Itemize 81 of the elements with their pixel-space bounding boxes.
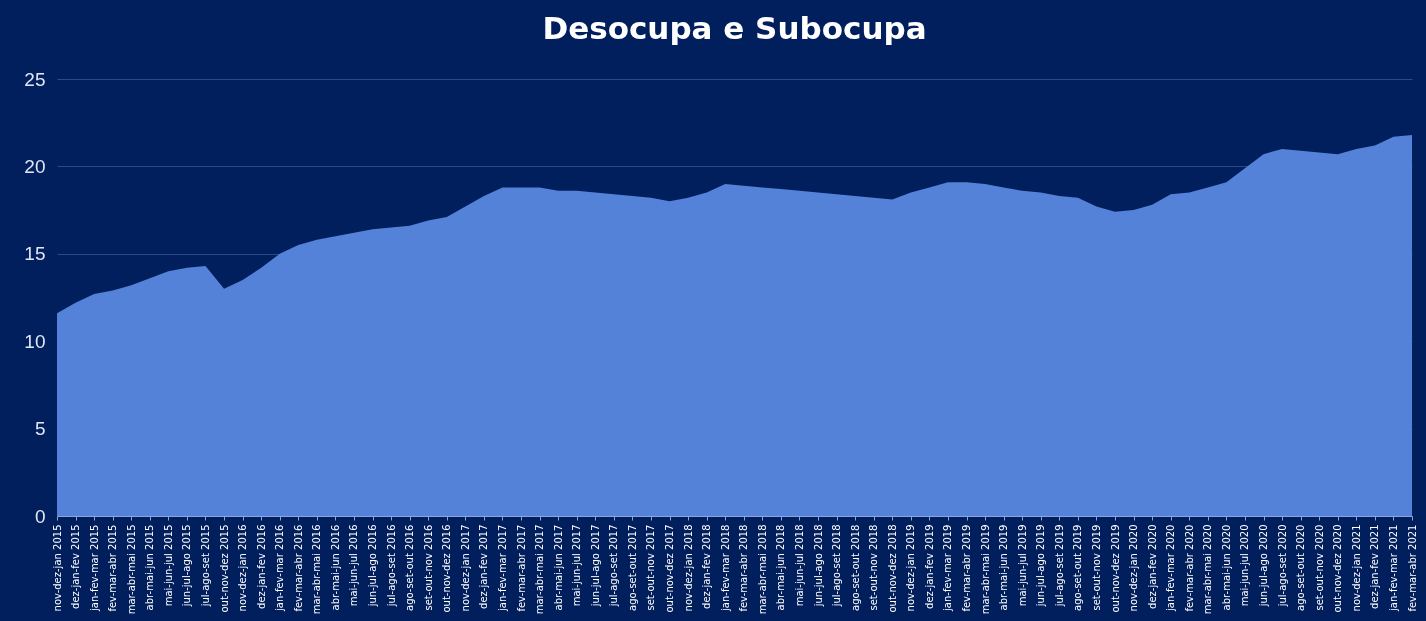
- x-tick-label: ago-set-out 2019: [1072, 524, 1084, 611]
- x-tick-label: jun-jul-ago 2017: [589, 524, 601, 608]
- x-tick-label: dez-jan-fev 2021: [1369, 524, 1381, 609]
- x-tick-label: nov-dez-jan 2020: [1128, 524, 1140, 612]
- x-tick-label: fev-mar-abr 2020: [1183, 524, 1195, 612]
- x-tick-label: nov-dez-jan 2017: [459, 524, 471, 612]
- x-tick-label: out-nov-dez 2015: [218, 524, 230, 613]
- x-tick-label: jan-fev-mar 2018: [719, 524, 731, 612]
- x-tick-label: dez-jan-fev 2018: [701, 524, 713, 609]
- x-tick-label: dez-jan-fev 2017: [478, 524, 490, 609]
- x-tick-label: fev-mar-abr 2018: [738, 524, 750, 612]
- y-tick-label: 10: [24, 330, 46, 352]
- x-tick-label: jul-ago-set 2015: [199, 524, 211, 608]
- x-tick-label: jun-jul-ago 2015: [181, 524, 193, 608]
- x-tick-label: mai-jun-jul 2016: [348, 524, 360, 607]
- x-tick-label: fev-mar-abr 2015: [107, 524, 119, 612]
- x-tick-label: abr-mai-jun 2018: [775, 524, 787, 611]
- x-tick-label: set-out-nov 2020: [1313, 524, 1325, 611]
- x-tick-label: out-nov-dez 2020: [1332, 524, 1344, 613]
- x-tick-label: dez-jan-fev 2016: [255, 524, 267, 609]
- x-tick-label: fev-mar-abr 2019: [961, 524, 973, 612]
- x-tick-label: mar-abr-mai 2017: [534, 524, 546, 615]
- x-tick-label: set-out-nov 2016: [422, 524, 434, 611]
- x-tick-label: ago-set-out 2018: [849, 524, 861, 611]
- x-tick-label: abr-mai-jun 2020: [1220, 524, 1232, 611]
- x-tick-label: jul-ago-set 2019: [1053, 524, 1065, 608]
- x-tick-label: jan-fev-mar 2020: [1165, 524, 1177, 612]
- y-tick-label: 5: [34, 418, 46, 440]
- x-tick-label: nov-dez-jan 2021: [1350, 524, 1362, 612]
- x-tick-label: out-nov-dez 2019: [1109, 524, 1121, 613]
- x-tick-label: ago-set-out 2016: [404, 524, 416, 611]
- x-tick-label: out-nov-dez 2016: [441, 524, 453, 613]
- x-tick-label: fev-mar-abr 2021: [1406, 524, 1418, 612]
- x-tick-label: mar-abr-mai 2019: [979, 524, 991, 615]
- chart-title: Desocupa e Subocupa: [542, 10, 927, 46]
- x-tick-label: fev-mar-abr 2017: [515, 524, 527, 612]
- x-tick-label: fev-mar-abr 2016: [292, 524, 304, 612]
- x-tick-label: jan-fev-mar 2016: [274, 524, 286, 612]
- x-tick-label: nov-dez-jan 2018: [682, 524, 694, 612]
- x-tick-label: out-nov-dez 2017: [664, 524, 676, 613]
- x-tick-label: set-out-nov 2017: [645, 524, 657, 611]
- y-tick-label: 20: [24, 155, 46, 177]
- x-tick-label: jan-fev-mar 2021: [1387, 524, 1399, 612]
- x-tick-label: jun-jul-ago 2019: [1035, 524, 1047, 608]
- x-tick-label: jul-ago-set 2018: [831, 524, 843, 608]
- x-tick-label: out-nov-dez 2018: [886, 524, 898, 613]
- y-tick-label: 0: [34, 505, 46, 527]
- x-tick-label: nov-dez-jan 2019: [905, 524, 917, 612]
- y-tick-label: 15: [24, 243, 46, 265]
- x-tick-label: nov-dez-jan 2016: [237, 524, 249, 612]
- x-tick-label: jun-jul-ago 2018: [812, 524, 824, 608]
- x-tick-label: set-out-nov 2018: [868, 524, 880, 611]
- x-tick-label: jan-fev-mar 2015: [88, 524, 100, 612]
- x-tick-label: dez-jan-fev 2019: [923, 524, 935, 609]
- x-tick-label: jun-jul-ago 2016: [367, 524, 379, 608]
- x-tick-label: mai-jun-jul 2020: [1239, 524, 1251, 607]
- x-tick-label: abr-mai-jun 2017: [552, 524, 564, 611]
- x-tick-label: ago-set-out 2020: [1295, 524, 1307, 611]
- x-tick-label: set-out-nov 2019: [1090, 524, 1102, 611]
- x-tick-label: mai-jun-jul 2015: [162, 524, 174, 607]
- x-tick-label: mai-jun-jul 2018: [793, 524, 805, 607]
- x-tick-label: abr-mai-jun 2019: [998, 524, 1010, 611]
- x-tick-label: dez-jan-fev 2020: [1146, 524, 1158, 609]
- x-tick-label: jun-jul-ago 2020: [1258, 524, 1270, 608]
- x-tick-label: mar-abr-mai 2015: [125, 524, 137, 615]
- x-tick-label: mar-abr-mai 2018: [756, 524, 768, 615]
- x-tick-label: dez-jan-fev 2015: [70, 524, 82, 609]
- x-tick-label: abr-mai-jun 2015: [144, 524, 156, 611]
- x-tick-label: jan-fev-mar 2017: [496, 524, 508, 612]
- x-tick-label: ago-set-out 2017: [626, 524, 638, 611]
- x-tick-label: nov-dez-jan 2015: [51, 524, 63, 612]
- x-tick-label: jul-ago-set 2017: [608, 524, 620, 608]
- x-tick-label: mai-jun-jul 2019: [1016, 524, 1028, 607]
- y-tick-label: 25: [24, 68, 46, 90]
- x-tick-label: mai-jun-jul 2017: [571, 524, 583, 607]
- x-tick-label: abr-mai-jun 2016: [329, 524, 341, 611]
- x-tick-label: mar-abr-mai 2020: [1202, 524, 1214, 615]
- x-tick-label: jan-fev-mar 2019: [942, 524, 954, 612]
- x-tick-label: jul-ago-set 2016: [385, 524, 397, 608]
- x-tick-label: jul-ago-set 2020: [1276, 524, 1288, 608]
- x-tick-label: mar-abr-mai 2016: [311, 524, 323, 615]
